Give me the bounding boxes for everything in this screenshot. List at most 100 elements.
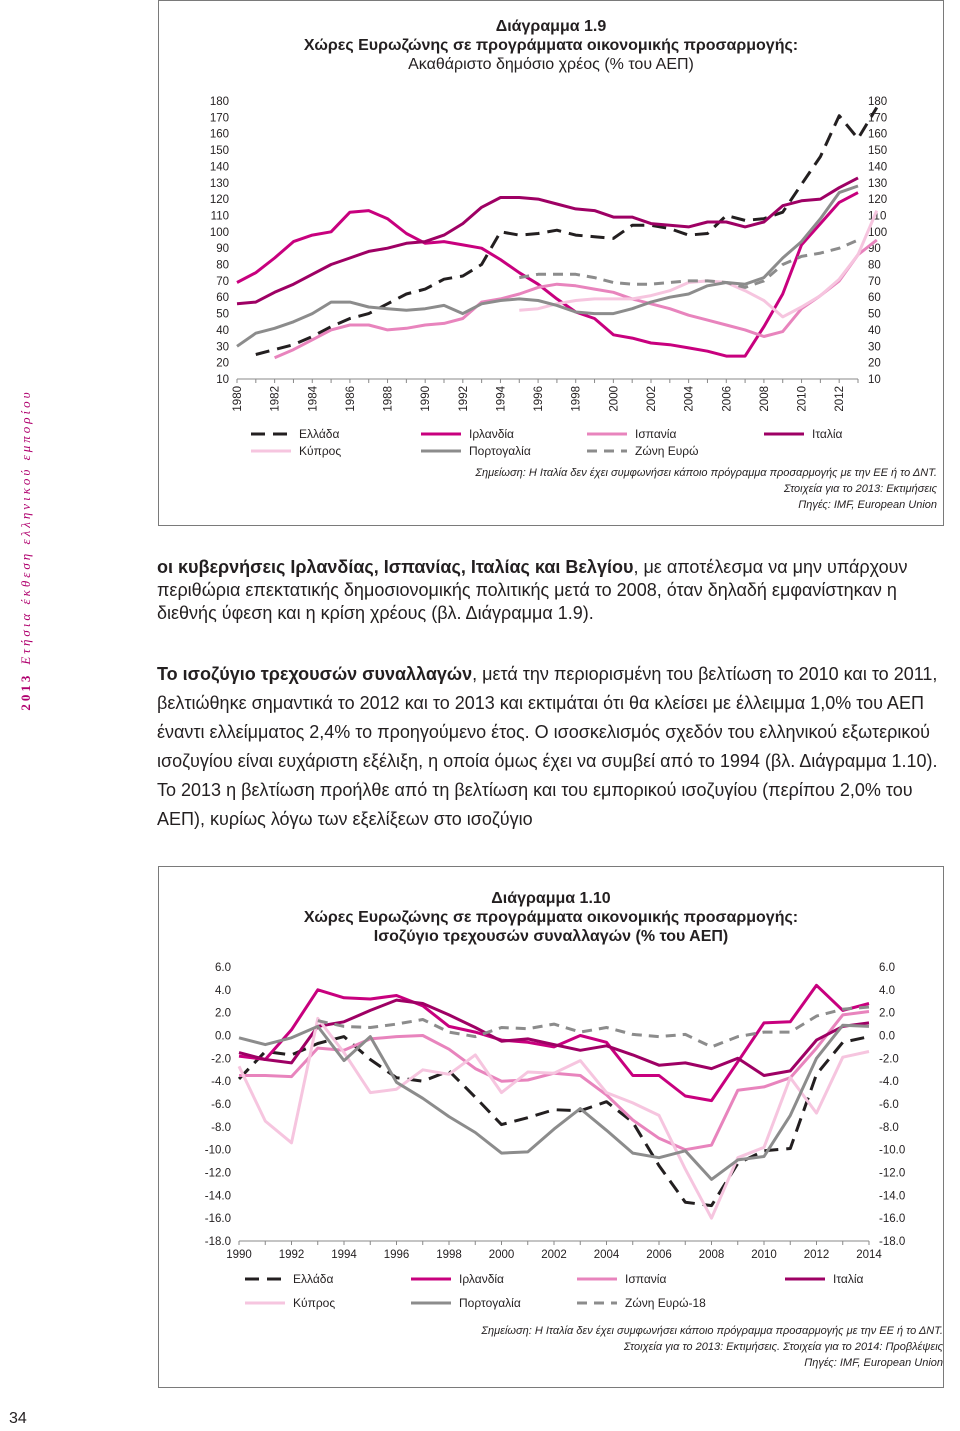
y-tick-label-left: 2.0 [215,1008,231,1020]
y-tick-label-left: -2.0 [211,1053,231,1065]
chart-source: Πηγές: IMF, European Union [804,1357,943,1369]
chart-note-data: Στοιχεία για το 2013: Εκτιμήσεις. Στοιχε… [623,1341,943,1353]
chart-note-data: Στοιχεία για το 2013: Εκτιμήσεις [783,483,937,495]
y-tick-label-right: 160 [868,129,887,141]
chart-note: Σημείωση: Η Ιταλία δεν έχει συμφωνήσει κ… [475,467,937,479]
y-tick-label-right: 40 [868,325,881,337]
series-line [274,238,878,360]
y-tick-label-right: 4.0 [879,985,895,997]
chart-title-line1: Διάγραμμα 1.9 [495,18,607,35]
y-tick-label-right: 80 [868,260,881,272]
legend-label: Ζώνη Ευρώ-18 [625,1296,706,1310]
y-tick-label-right: -4.0 [879,1076,899,1088]
y-tick-label-right: -16.0 [879,1213,905,1225]
y-tick-label-left: 110 [211,210,229,222]
y-tick-label-left: 6.0 [215,962,231,974]
x-tick-label: 2004 [684,385,696,411]
y-tick-label-left: 120 [210,194,229,206]
current-account-line-chart: 6.0 6.0 4.0 4.0 2.0 2.0 0.0 0.0 -2.0 -2.0 -4.0 -4.0… [205,962,905,1310]
y-tick-label-left: 180 [210,96,229,108]
paragraph-1: οι κυβερνήσεις Ιρλανδίας, Ισπανίας, Ιταλ… [157,556,957,625]
series-line [237,1016,870,1220]
x-tick-label: 1998 [571,386,583,412]
chart-notes: Σημείωση: Η Ιταλία δεν έχει συμφωνήσει κ… [475,465,937,513]
y-tick-label-left: -6.0 [211,1099,231,1111]
legend-label: Ιταλία [833,1272,864,1286]
y-tick-label-right: -6.0 [879,1099,899,1111]
series-line [519,238,859,289]
legend-label: Ελλάδα [299,427,339,441]
y-tick-label-left: 40 [216,325,229,337]
y-tick-label-left: -10.0 [205,1145,231,1157]
x-tick-label: 2002 [541,1249,567,1261]
y-tick-label-left: 140 [210,161,229,173]
paragraph-2: Το ισοζύγιο τρεχουσών συναλλαγών, μετά τ… [157,660,957,834]
y-tick-label-right: 120 [868,194,887,206]
series-line [236,176,859,306]
chart-source: Πηγές: IMF, European Union [798,499,937,511]
y-tick-label-right: 150 [868,145,887,157]
y-tick-label-left: 4.0 [215,985,231,997]
x-tick-label: 2010 [751,1249,777,1261]
y-tick-label-right: 50 [868,309,881,321]
x-tick-label: 2006 [721,386,733,412]
x-tick-label: 1996 [533,386,545,412]
legend-label: Κύπρος [293,1296,335,1310]
chart-title: Διάγραμμα 1.9 Χώρες Ευρωζώνης σε προγράμ… [159,17,943,74]
x-tick-label: 1994 [331,1249,357,1261]
legend-label: Πορτογαλία [469,444,531,458]
paragraph-1-bold: οι κυβερνήσεις Ιρλανδίας, Ισπανίας, Ιταλ… [157,557,634,577]
legend-label: Ισπανία [635,427,676,441]
y-tick-label-left: -12.0 [205,1168,231,1180]
paragraph-2-bold: Το ισοζύγιο τρεχουσών συναλλαγών [157,664,473,684]
x-tick-label: 1994 [495,385,507,411]
y-tick-label-left: -16.0 [205,1213,231,1225]
series-line [255,106,879,356]
y-tick-label-left: 160 [210,129,229,141]
series-line [238,998,870,1077]
legend-label: Πορτογαλία [459,1296,521,1310]
x-tick-label: 2012 [804,1249,830,1261]
y-tick-label-right: 30 [868,341,881,353]
chart-title: Διάγραμμα 1.10 Χώρες Ευρωζώνης σε προγρά… [159,889,943,946]
y-tick-label-right: 2.0 [879,1008,895,1020]
paragraph-1-text: , με αποτέλεσμα να μην υπάρχουν περιθώρι… [157,557,908,623]
chart-panel-debt: Διάγραμμα 1.9 Χώρες Ευρωζώνης σε προγράμ… [158,0,944,526]
series-line [519,210,879,319]
x-tick-label: 2008 [759,386,771,412]
series-line [238,1023,870,1181]
x-tick-label: 1992 [458,386,470,412]
x-tick-label: 1988 [383,386,395,412]
x-tick-label: 1984 [307,385,319,411]
y-tick-label-left: -8.0 [211,1122,231,1134]
y-tick-label-right: -14.0 [879,1190,905,1202]
chart-title-line2: Χώρες Ευρωζώνης σε προγράμματα οικονομικ… [303,909,799,926]
series-line [317,1005,870,1049]
y-tick-label-right: -2.0 [879,1053,899,1065]
legend-label: Ζώνη Ευρώ [635,444,698,458]
x-tick-label: 2002 [646,386,658,412]
series-line [236,191,859,358]
y-tick-label-right: 60 [868,292,881,304]
legend-label: Κύπρος [299,444,341,458]
y-tick-label-right: 6.0 [879,962,895,974]
y-tick-label-right: 20 [868,358,881,370]
chart-panel-current-account: Διάγραμμα 1.10 Χώρες Ευρωζώνης σε προγρά… [158,866,944,1388]
y-tick-label-left: 30 [216,341,229,353]
y-tick-label-right: 100 [868,227,887,239]
x-tick-label: 1998 [436,1249,462,1261]
x-tick-label: 1992 [279,1249,305,1261]
y-tick-label-right: -8.0 [879,1122,899,1134]
y-tick-label-left: 150 [210,145,229,157]
y-tick-label-left: -18.0 [205,1236,231,1248]
y-tick-label-left: 50 [216,309,229,321]
x-tick-label: 2000 [608,386,620,412]
x-tick-label: 1990 [420,386,432,412]
chart-notes: Σημείωση: Η Ιταλία δεν έχει συμφωνήσει κ… [481,1323,943,1371]
series-line [236,184,859,348]
y-tick-label-left: 60 [216,292,229,304]
x-tick-label: 2000 [489,1249,515,1261]
y-tick-label-left: 90 [216,243,229,255]
page-number: 34 [9,1410,27,1427]
